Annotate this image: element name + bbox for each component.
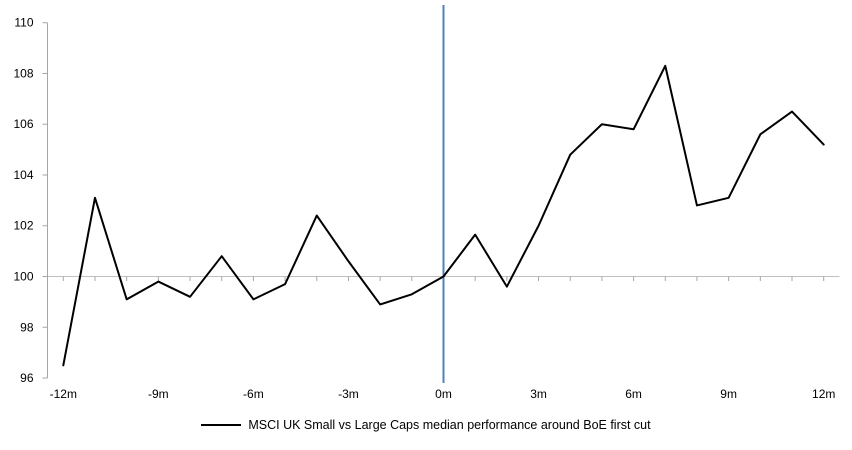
- x-tick-label: -12m: [50, 387, 77, 401]
- legend: MSCI UK Small vs Large Caps median perfo…: [0, 418, 852, 432]
- line-chart-plot: 96 98 100 102 104 106 108 110 -12m -9m -6m -3m 0m 3m 6…: [13, 5, 840, 401]
- x-tick-label: -9m: [148, 387, 169, 401]
- y-tick-label: 96: [20, 371, 34, 385]
- y-tick-label: 100: [13, 270, 33, 284]
- x-tick-label: 9m: [720, 387, 737, 401]
- y-tick-label: 108: [13, 66, 33, 80]
- y-tick-label: 104: [13, 168, 33, 182]
- x-tick-label: 3m: [530, 387, 547, 401]
- y-tick-label: 106: [13, 117, 33, 131]
- x-tick-label: 0m: [435, 387, 452, 401]
- y-tick-label: 102: [13, 219, 33, 233]
- y-tick-label: 98: [20, 320, 34, 334]
- legend-label: MSCI UK Small vs Large Caps median perfo…: [248, 418, 651, 432]
- y-tick-label: 110: [14, 16, 33, 30]
- x-tick-label: -6m: [243, 387, 264, 401]
- legend-line-swatch: [201, 424, 242, 426]
- x-tick-label: 12m: [812, 387, 835, 401]
- x-tick-label: 6m: [625, 387, 642, 401]
- series-line: [62, 64, 825, 367]
- x-tick-label: -3m: [338, 387, 359, 401]
